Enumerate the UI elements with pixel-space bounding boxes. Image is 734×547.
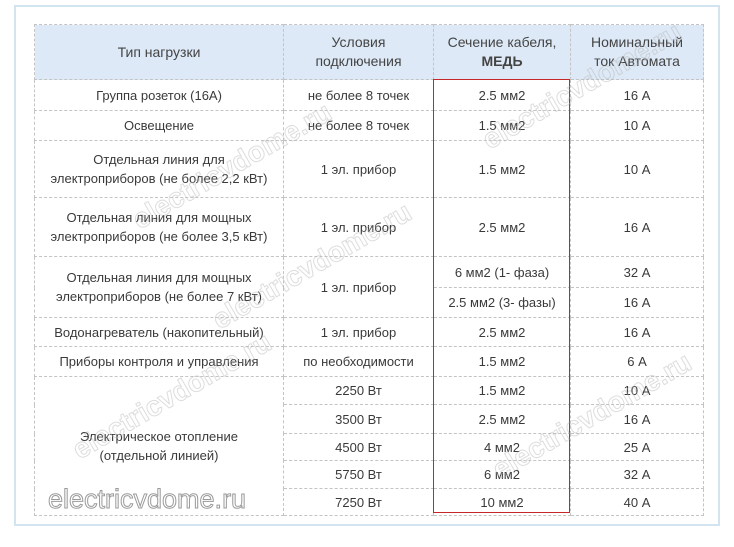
breaker-cell: 32 А — [570, 256, 704, 288]
power-cell: 3500 Вт — [283, 404, 434, 434]
breaker-cell: 10 А — [570, 140, 704, 198]
section-cell: 1.5 мм2 — [433, 140, 571, 198]
breaker-cell: 40 А — [570, 488, 704, 516]
breaker-cell: 32 А — [570, 460, 704, 489]
breaker-cell: 25 А — [570, 433, 704, 461]
conditions-cell: 1 эл. прибор — [283, 197, 434, 257]
section-cell: 2.5 мм2 (3- фазы) — [433, 287, 571, 318]
conditions-cell: 1 эл. прибор — [283, 317, 434, 347]
section-cell: 10 мм2 — [433, 488, 571, 516]
table-row: Приборы контроля и управления по необход… — [34, 346, 704, 377]
breaker-cell: 16 А — [570, 404, 704, 434]
section-cell: 2.5 мм2 — [433, 404, 571, 434]
load-cell: Группа розеток (16А) — [34, 79, 284, 111]
power-cell: 4500 Вт — [283, 433, 434, 461]
table-row: 5750 Вт 6 мм2 32 А — [35, 460, 704, 489]
conditions-cell: не более 8 точек — [283, 79, 434, 111]
header-conditions: Условия подключения — [283, 24, 434, 80]
table-row: 4500 Вт 4 мм2 25 А — [35, 433, 704, 461]
breaker-cell: 10 А — [570, 376, 704, 405]
breaker-cell: 6 А — [570, 346, 704, 377]
load-cell: Приборы контроля и управления — [34, 346, 284, 377]
table-row: Освещение не более 8 точек 1.5 мм2 10 А — [34, 110, 704, 141]
section-cell: 2.5 мм2 — [433, 79, 571, 111]
load-cell: Водонагреватель (накопительный) — [34, 317, 284, 347]
conditions-cell: 1 эл. прибор — [283, 256, 434, 318]
header-row: Тип нагрузки Условия подключения Сечение … — [34, 24, 704, 80]
conditions-cell: 1 эл. прибор — [283, 140, 434, 198]
table-row: Группа розеток (16А) не более 8 точек 2.… — [34, 79, 704, 111]
section-cell: 2.5 мм2 — [433, 317, 571, 347]
load-cell: Электрическое отопление (отдельной линией… — [34, 376, 284, 516]
section-cell: 1.5 мм2 — [433, 376, 571, 405]
breaker-cell: 10 А — [570, 110, 704, 141]
breaker-cell: 16 А — [570, 197, 704, 257]
table-row: Водонагреватель (накопительный) 1 эл. пр… — [34, 317, 704, 347]
cable-section-table: Тип нагрузки Условия подключения Сечение … — [34, 24, 704, 516]
section-cell: 2.5 мм2 — [433, 197, 571, 257]
section-cell: 4 мм2 — [433, 433, 571, 461]
header-section: Сечение кабеля, МЕДЬ — [433, 24, 571, 80]
power-cell: 7250 Вт — [283, 488, 434, 516]
load-cell: Отдельная линия для электроприборов (не б… — [34, 140, 284, 198]
table-row: Электрическое отопление (отдельной линией… — [34, 376, 704, 516]
table-row: Отдельная линия для электроприборов (не б… — [34, 140, 704, 198]
breaker-cell: 16 А — [570, 79, 704, 111]
table-row: 7250 Вт 10 мм2 40 А — [35, 488, 704, 516]
header-load-type: Тип нагрузки — [34, 24, 284, 80]
power-cell: 5750 Вт — [283, 460, 434, 489]
load-cell: Отдельная линия для мощных электроприборо… — [34, 256, 284, 318]
power-cell: 2250 Вт — [283, 376, 434, 405]
breaker-cell: 16 А — [570, 287, 704, 318]
section-cell: 1.5 мм2 — [433, 346, 571, 377]
section-cell: 1.5 мм2 — [433, 110, 571, 141]
table-row: 3500 Вт 2.5 мм2 16 А — [35, 404, 704, 434]
conditions-cell: по необходимости — [283, 346, 434, 377]
load-cell: Освещение — [34, 110, 284, 141]
table-row: Отдельная линия для мощных электроприборо… — [34, 197, 704, 257]
conditions-cell: не более 8 точек — [283, 110, 434, 141]
section-cell: 6 мм2 (1- фаза) — [433, 256, 571, 288]
breaker-cell: 16 А — [570, 317, 704, 347]
section-cell: 6 мм2 — [433, 460, 571, 489]
table-row: Отдельная линия для мощных электроприборо… — [34, 256, 704, 318]
header-breaker: Номинальный ток Автомата — [570, 24, 704, 80]
load-cell: Отдельная линия для мощных электроприборо… — [34, 197, 284, 257]
